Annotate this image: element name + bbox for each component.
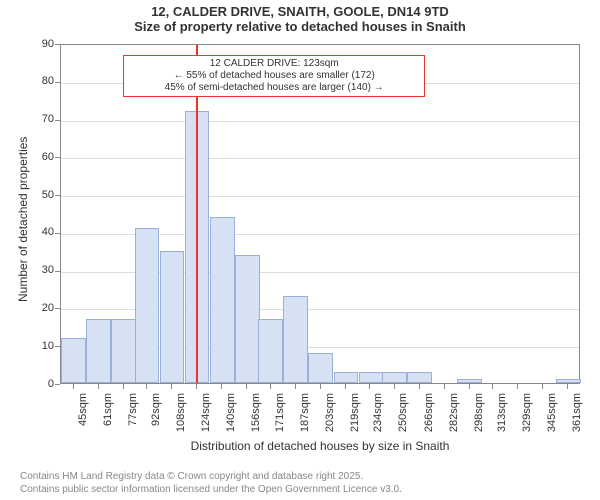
y-tick-mark (55, 308, 60, 309)
x-tick-label: 282sqm (448, 393, 460, 432)
y-tick-label: 80 (24, 75, 54, 87)
x-tick-mark (394, 384, 395, 389)
histogram-bar (235, 255, 260, 383)
x-tick-mark (295, 384, 296, 389)
y-tick-mark (55, 120, 60, 121)
x-tick-mark (171, 384, 172, 389)
title-line-1: 12, CALDER DRIVE, SNAITH, GOOLE, DN14 9T… (0, 4, 600, 19)
y-tick-label: 20 (24, 302, 54, 314)
x-tick-mark (221, 384, 222, 389)
title-line-2: Size of property relative to detached ho… (0, 19, 600, 34)
x-tick-label: 108sqm (175, 393, 187, 432)
x-tick-mark (492, 384, 493, 389)
x-tick-label: 250sqm (398, 393, 410, 432)
x-tick-mark (567, 384, 568, 389)
x-tick-label: 203sqm (324, 393, 336, 432)
histogram-bar (160, 251, 185, 383)
y-tick-mark (55, 157, 60, 158)
x-tick-mark (345, 384, 346, 389)
x-tick-mark (419, 384, 420, 389)
x-tick-label: 298sqm (473, 393, 485, 432)
x-tick-mark (270, 384, 271, 389)
x-tick-mark (320, 384, 321, 389)
annotation-line-3: 45% of semi-detached houses are larger (… (128, 82, 420, 94)
x-tick-mark (246, 384, 247, 389)
histogram-bar (359, 372, 384, 383)
x-tick-mark (469, 384, 470, 389)
histogram-bar (283, 296, 308, 383)
x-tick-mark (517, 384, 518, 389)
y-tick-mark (55, 384, 60, 385)
y-tick-label: 10 (24, 340, 54, 352)
x-tick-label: 77sqm (127, 393, 139, 426)
histogram-bar (210, 217, 235, 383)
x-tick-mark (444, 384, 445, 389)
x-tick-label: 171sqm (274, 393, 286, 432)
y-tick-label: 70 (24, 113, 54, 125)
y-tick-mark (55, 346, 60, 347)
x-tick-label: 219sqm (349, 393, 361, 432)
y-tick-label: 50 (24, 189, 54, 201)
histogram-bar (457, 379, 482, 383)
y-tick-label: 60 (24, 151, 54, 163)
histogram-bar (61, 338, 86, 383)
y-tick-label: 90 (24, 38, 54, 50)
annotation-box: 12 CALDER DRIVE: 123sqm← 55% of detached… (123, 55, 425, 97)
x-tick-label: 187sqm (299, 393, 311, 432)
y-tick-label: 0 (24, 378, 54, 390)
grid-line (61, 158, 579, 159)
histogram-bar (308, 353, 333, 383)
histogram-bar (86, 319, 111, 383)
x-tick-mark (146, 384, 147, 389)
x-tick-label: 329sqm (521, 393, 533, 432)
histogram-bar (407, 372, 432, 383)
x-tick-mark (369, 384, 370, 389)
x-axis-label: Distribution of detached houses by size … (60, 439, 580, 453)
grid-line (61, 196, 579, 197)
footer-credits: Contains HM Land Registry data © Crown c… (20, 471, 402, 496)
x-tick-label: 266sqm (423, 393, 435, 432)
histogram-bar (111, 319, 136, 383)
y-tick-mark (55, 82, 60, 83)
x-tick-label: 124sqm (200, 393, 212, 432)
x-tick-label: 313sqm (496, 393, 508, 432)
x-tick-mark (196, 384, 197, 389)
grid-line (61, 121, 579, 122)
y-tick-mark (55, 44, 60, 45)
chart-plot-area: 12 CALDER DRIVE: 123sqm← 55% of detached… (60, 44, 580, 384)
x-tick-mark (73, 384, 74, 389)
histogram-bar (334, 372, 359, 383)
y-tick-mark (55, 195, 60, 196)
y-tick-mark (55, 271, 60, 272)
footer-line-1: Contains HM Land Registry data © Crown c… (20, 471, 402, 484)
x-tick-mark (542, 384, 543, 389)
annotation-line-2: ← 55% of detached houses are smaller (17… (128, 70, 420, 82)
footer-line-2: Contains public sector information licen… (20, 484, 402, 497)
y-tick-mark (55, 233, 60, 234)
x-tick-label: 156sqm (250, 393, 262, 432)
x-tick-label: 61sqm (102, 393, 114, 426)
x-tick-label: 345sqm (546, 393, 558, 432)
histogram-bar (382, 372, 407, 383)
x-tick-label: 92sqm (150, 393, 162, 426)
chart-titles: 12, CALDER DRIVE, SNAITH, GOOLE, DN14 9T… (0, 0, 600, 34)
x-tick-label: 234sqm (373, 393, 385, 432)
histogram-bar (258, 319, 283, 383)
x-tick-label: 45sqm (77, 393, 89, 426)
histogram-bar (556, 379, 581, 383)
x-tick-label: 361sqm (571, 393, 583, 432)
y-tick-label: 30 (24, 264, 54, 276)
x-tick-mark (98, 384, 99, 389)
histogram-bar (135, 228, 160, 383)
annotation-line-1: 12 CALDER DRIVE: 123sqm (128, 58, 420, 70)
x-tick-mark (123, 384, 124, 389)
y-tick-label: 40 (24, 226, 54, 238)
x-tick-label: 140sqm (225, 393, 237, 432)
